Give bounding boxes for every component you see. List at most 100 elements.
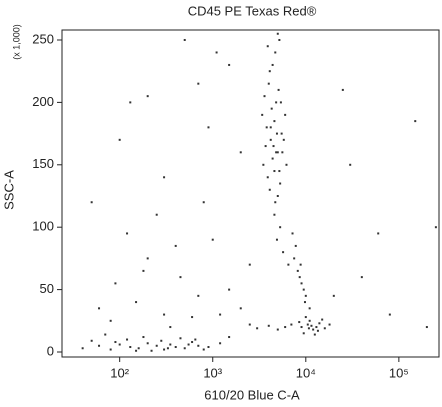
point — [279, 226, 282, 229]
chart-title: CD45 PE Texas Red® — [188, 3, 317, 18]
point — [169, 326, 172, 329]
point — [275, 101, 278, 104]
point — [248, 263, 251, 266]
point — [275, 151, 278, 154]
point — [150, 349, 153, 352]
point — [304, 316, 307, 319]
point — [118, 343, 121, 346]
point — [300, 326, 303, 329]
point — [109, 319, 112, 322]
point — [275, 238, 278, 241]
point — [282, 251, 285, 254]
point — [291, 232, 294, 235]
point — [174, 244, 177, 247]
point — [293, 257, 296, 260]
point — [142, 336, 145, 339]
point — [163, 176, 166, 179]
y-tick-label: 150 — [32, 156, 54, 171]
point — [228, 288, 231, 291]
point — [215, 51, 218, 54]
point — [282, 138, 285, 141]
point — [191, 316, 194, 319]
point — [207, 126, 210, 129]
point — [279, 182, 282, 185]
point — [191, 341, 194, 344]
point — [135, 301, 138, 304]
point — [268, 188, 271, 191]
point — [104, 333, 107, 336]
point — [268, 70, 271, 73]
point — [90, 339, 93, 342]
y-tick-label: 250 — [32, 31, 54, 46]
point — [276, 328, 279, 331]
point — [414, 120, 417, 123]
point — [349, 163, 352, 166]
point — [155, 213, 158, 216]
point — [114, 341, 117, 344]
point — [163, 348, 166, 351]
point — [300, 282, 303, 285]
point — [239, 151, 242, 154]
point — [285, 163, 288, 166]
point — [187, 343, 190, 346]
point — [269, 138, 272, 141]
point — [211, 238, 214, 241]
point — [308, 307, 311, 310]
point — [129, 101, 132, 104]
point — [109, 348, 112, 351]
point — [271, 63, 274, 66]
point — [163, 313, 166, 316]
point — [312, 328, 315, 331]
point — [267, 82, 270, 85]
point — [267, 324, 270, 327]
point — [114, 282, 117, 285]
plot-frame — [61, 29, 440, 358]
point — [248, 323, 251, 326]
y-tick-label: 200 — [32, 94, 54, 109]
point — [261, 113, 264, 116]
point — [294, 244, 297, 247]
point — [202, 348, 205, 351]
point — [266, 176, 269, 179]
y-unit-note: (x 1,000) — [11, 24, 21, 60]
point — [306, 323, 309, 326]
point — [81, 347, 84, 350]
point — [296, 269, 299, 272]
point — [302, 332, 305, 335]
point — [321, 318, 324, 321]
point — [304, 294, 307, 297]
point — [197, 344, 200, 347]
point — [228, 63, 231, 66]
point — [269, 126, 272, 129]
point — [146, 257, 149, 260]
point — [179, 276, 182, 279]
point — [126, 232, 129, 235]
point — [278, 170, 281, 173]
point — [388, 313, 391, 316]
point — [146, 95, 149, 98]
point — [202, 201, 205, 204]
point — [425, 326, 428, 329]
point — [135, 349, 138, 352]
point — [129, 346, 132, 349]
point — [265, 126, 268, 129]
point — [90, 201, 93, 204]
point — [228, 336, 231, 339]
point — [434, 226, 437, 229]
point — [302, 288, 305, 291]
point — [276, 151, 279, 154]
point — [284, 326, 287, 329]
point — [239, 307, 242, 310]
point — [98, 344, 101, 347]
point — [166, 347, 169, 350]
point — [275, 132, 278, 135]
point — [169, 343, 172, 346]
point — [179, 337, 182, 340]
point — [146, 342, 149, 345]
point — [271, 157, 274, 160]
point — [332, 294, 335, 297]
point — [272, 145, 275, 148]
point — [197, 82, 200, 85]
point — [281, 151, 284, 154]
